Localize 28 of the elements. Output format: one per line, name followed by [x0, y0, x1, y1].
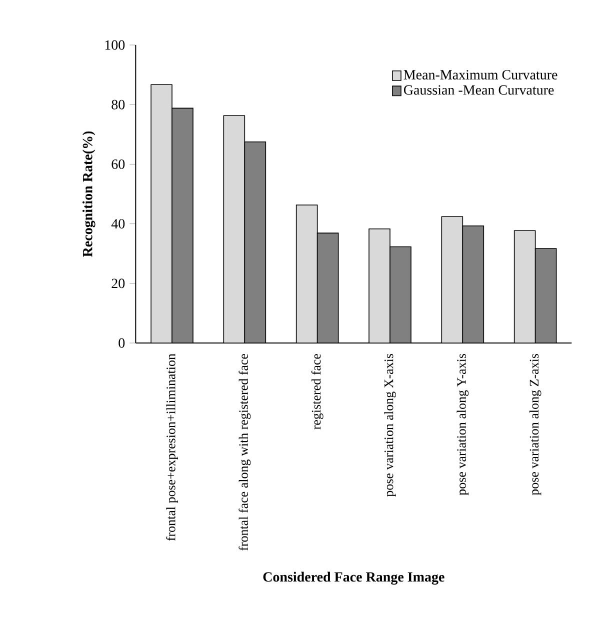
y-tick-label: 40: [111, 219, 125, 229]
bar: [534, 248, 557, 343]
bar: [368, 228, 390, 343]
x-tick-label: pose variation along Z-axis: [529, 354, 542, 496]
bar: [462, 225, 484, 343]
x-tick-label: frontal face along with registered face: [238, 354, 251, 551]
bar: [316, 232, 339, 343]
x-tick-label: pose variation along Y-axis: [456, 354, 469, 496]
y-axis-title: Recognition Rate(%): [82, 131, 96, 257]
y-tick-label: 20: [112, 278, 125, 288]
y-tick-label: 100: [105, 40, 125, 50]
bar: [390, 246, 412, 343]
legend-label: Gaussian -Mean Curvature: [404, 85, 554, 95]
bar: [223, 115, 246, 343]
legend-label: Mean-Maximum Curvature: [404, 70, 558, 80]
y-tick-label: 80: [112, 100, 125, 110]
bar: [441, 216, 464, 343]
bar: [150, 84, 172, 343]
y-tick-label: 0: [118, 338, 125, 348]
bar: [514, 230, 536, 343]
x-axis-title: Considered Face Range Image: [263, 572, 444, 585]
x-tick-label: frontal pose+expresion+illimination: [166, 354, 178, 541]
bar: [296, 204, 318, 343]
y-tick-label: 60: [112, 159, 125, 169]
x-tick-label: registered face: [311, 354, 324, 430]
x-tick-label: pose variation along X-axis: [384, 354, 396, 497]
bar: [244, 141, 266, 343]
bar: [172, 108, 194, 343]
